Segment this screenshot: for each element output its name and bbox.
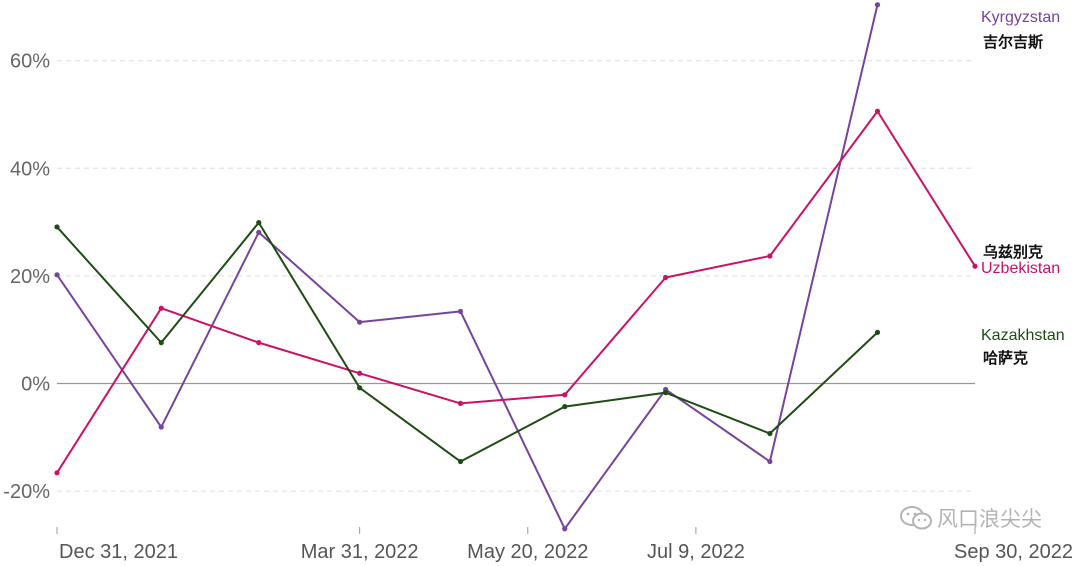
- series-label-en: Uzbekistan: [981, 260, 1060, 277]
- series-kyrgyzstan: [54, 2, 881, 532]
- y-tick-label: -20%: [3, 481, 50, 503]
- data-point: [663, 390, 669, 396]
- data-point: [767, 430, 773, 437]
- series-label-en: Kazakhstan: [981, 327, 1065, 344]
- data-point: [874, 329, 881, 335]
- y-tick-label: 20%: [10, 266, 50, 288]
- x-tick-label: Jul 9, 2022: [647, 541, 745, 563]
- data-point: [457, 308, 464, 315]
- data-point: [357, 385, 363, 391]
- data-point: [54, 470, 60, 476]
- watermark-text: 风口浪尖尖: [937, 507, 1042, 531]
- series-label-cn: 吉尔吉斯: [983, 33, 1043, 51]
- x-tick-label: May 20, 2022: [467, 541, 588, 563]
- series-label-cn: 哈萨克: [983, 349, 1028, 367]
- data-point: [874, 108, 881, 114]
- x-tick-label: Sep 30, 2022: [954, 541, 1073, 563]
- data-point: [54, 272, 60, 278]
- y-tick-label: 0%: [21, 374, 50, 396]
- series-line: [56, 110, 976, 474]
- y-axis: -20% 0% 20% 40% 60%: [3, 51, 50, 503]
- data-point: [357, 370, 363, 376]
- data-point: [663, 274, 669, 281]
- series-label-en: Kyrgyzstan: [981, 9, 1060, 26]
- wechat-icon: [900, 506, 932, 530]
- data-point: [256, 229, 262, 235]
- x-tick-label: Mar 31, 2022: [301, 541, 419, 563]
- data-point: [562, 526, 568, 532]
- x-axis: Dec 31, 2021 Mar 31, 2022 May 20, 2022 Jul …: [56, 527, 1073, 563]
- data-point: [874, 2, 881, 8]
- data-point: [457, 458, 464, 465]
- data-point: [562, 392, 568, 398]
- series-uzbekistan: [54, 108, 978, 476]
- watermark: 风口浪尖尖: [899, 503, 1042, 533]
- data-point: [457, 400, 464, 407]
- data-point: [158, 424, 164, 430]
- x-tick-label: Dec 31, 2021: [59, 541, 178, 563]
- data-point: [54, 224, 60, 230]
- data-point: [562, 404, 568, 410]
- series-kazakhstan: [54, 220, 881, 465]
- data-point: [158, 340, 164, 346]
- series-label-cn: 乌兹别克: [983, 243, 1043, 261]
- data-point: [158, 305, 164, 311]
- y-tick-label: 40%: [10, 158, 50, 180]
- y-tick-label: 60%: [10, 51, 50, 73]
- series-group: [54, 2, 978, 532]
- series-line: [56, 4, 879, 530]
- data-point: [767, 458, 773, 465]
- data-point: [256, 220, 262, 226]
- data-point: [357, 319, 363, 325]
- data-point: [972, 263, 978, 269]
- data-point: [256, 340, 262, 346]
- data-point: [767, 253, 773, 259]
